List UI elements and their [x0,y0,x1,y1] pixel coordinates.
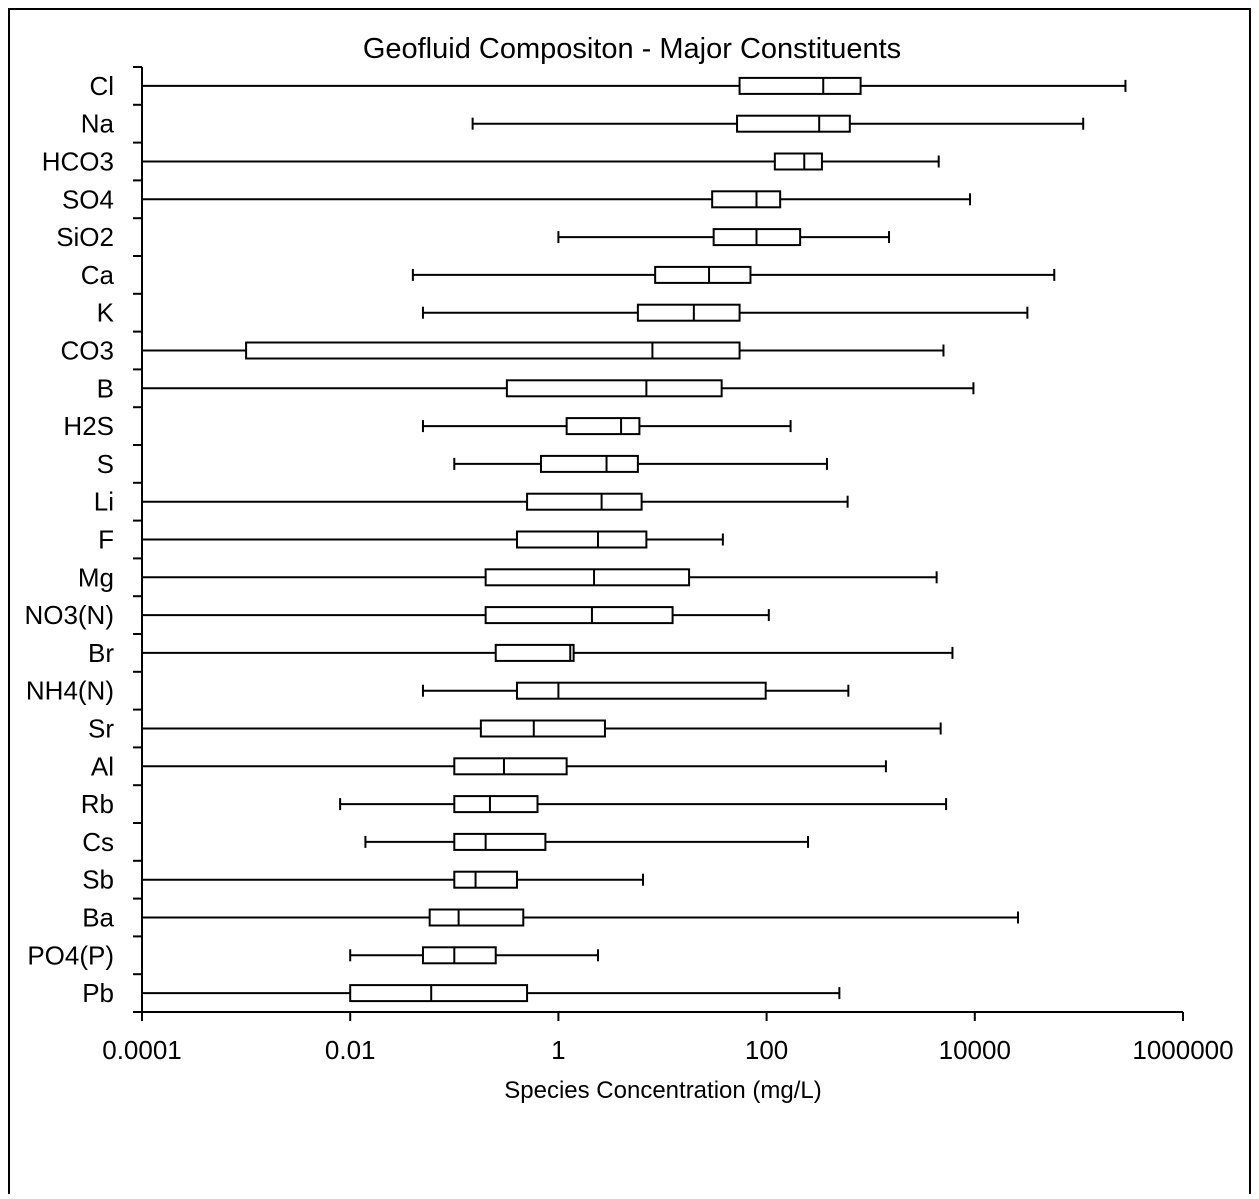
category-label: H2S [63,411,114,441]
category-label: F [98,525,114,555]
category-label: Li [94,487,114,517]
category-label: Cs [82,827,114,857]
box-iqr [636,303,741,322]
category-label: K [97,298,115,328]
category-label: Al [91,751,114,781]
category-label: Mg [78,562,114,592]
box-iqr [453,757,568,776]
category-label: Ca [81,260,115,290]
box-iqr [421,946,497,965]
box-iqr [428,908,525,927]
chart-frame [8,8,1251,1199]
category-label: Na [81,109,115,139]
box-iqr [484,568,691,587]
category-label: HCO3 [42,147,114,177]
box-iqr [711,190,782,209]
box-iqr [738,76,862,95]
category-label: Cl [89,71,114,101]
box-iqr [515,681,767,700]
box-iqr [484,606,674,625]
box-iqr [453,870,518,889]
box-iqr [505,379,723,398]
chart-title: Geofluid Compositon - Major Constituents [363,33,901,65]
category-label: Sr [88,714,114,744]
category-label: S [97,449,114,479]
box-iqr [539,454,639,473]
plot-area: 0.0001 0.01 1 100 10000 1000000 Cl Na HCO3 SO4 SiO… [24,66,1234,1065]
box-iqr [526,492,643,511]
box-iqr [565,417,641,436]
x-tick-label: 0.0001 [102,1035,182,1065]
category-label: NO3(N) [24,600,114,630]
x-tick-label: 1 [551,1035,565,1065]
category-label: Ba [82,903,114,933]
category-label: B [97,373,114,403]
category-label: Sb [82,865,114,895]
category-label: NH4(N) [26,676,114,706]
box-iqr [349,984,529,1003]
box-iqr [654,265,752,284]
x-axis-title: Species Concentration (mg/L) [504,1077,821,1104]
box-iqr [736,114,851,133]
box-iqr [453,795,539,814]
x-tick-label: 10000 [939,1035,1011,1065]
box-iqr [245,341,741,360]
box-iqr [479,719,606,738]
x-tick-label: 100 [745,1035,788,1065]
x-tick-label: 0.01 [325,1035,376,1065]
box-iqr [453,832,547,851]
box-iqr [773,152,823,171]
x-tick-label: 1000000 [1132,1035,1233,1065]
category-label: SiO2 [56,222,114,252]
category-label: PO4(P) [27,940,114,970]
category-label: Rb [81,789,114,819]
category-label: SO4 [62,184,114,214]
category-label: CO3 [61,336,114,366]
category-label: Pb [82,978,114,1008]
box-iqr [515,530,648,549]
box-iqr [494,643,575,662]
category-label: Br [88,638,114,668]
